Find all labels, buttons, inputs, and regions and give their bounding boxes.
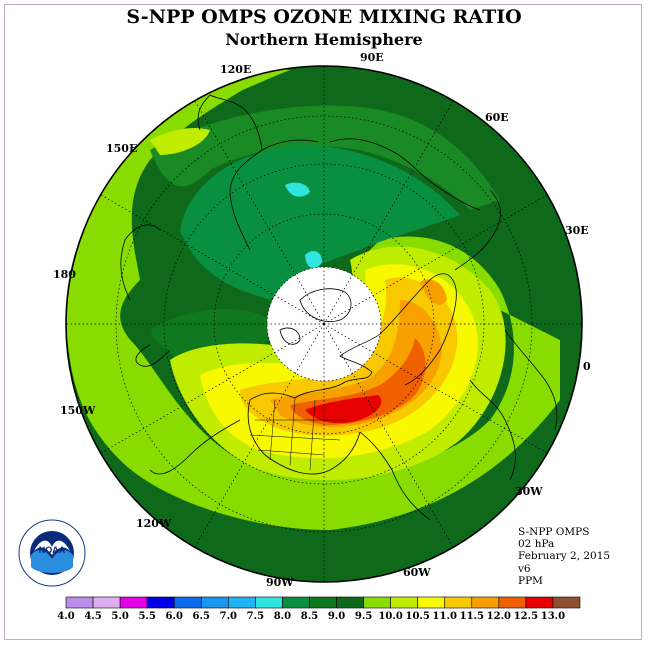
colorbar-swatch: [65, 596, 94, 609]
map-boundary: [65, 65, 583, 583]
info-instrument: S-NPP OMPS: [518, 526, 590, 538]
info-block: S-NPP OMPS 02 hPa February 2, 2015 v6 PP…: [518, 526, 610, 587]
colorbar-swatch: [336, 596, 364, 609]
map-subtitle: Northern Hemisphere: [225, 30, 423, 49]
colorbar-tick-label: 5.5: [138, 611, 155, 622]
colorbar-swatch: [417, 596, 446, 609]
info-pressure: 02 hPa: [518, 538, 555, 551]
colorbar-tick-label: 6.0: [166, 611, 183, 622]
colorbar-tick-label: 11.0: [433, 611, 457, 622]
lon-label-150e: 150E: [106, 142, 137, 155]
noaa-logo-text: NOAA: [39, 545, 66, 555]
contour-10-0-north: [150, 128, 210, 155]
lon-label-30e: 30E: [565, 224, 589, 237]
contour-8-0: [180, 145, 460, 300]
info-date: February 2, 2015: [518, 550, 611, 563]
colorbar-swatch: [363, 596, 391, 609]
lon-label-0: 0: [583, 360, 591, 373]
colorbar-swatch: [498, 596, 527, 609]
lon-label-120w: 120W: [136, 517, 172, 530]
lon-label-90w: 90W: [266, 576, 294, 589]
contour-11-5-east: [420, 279, 447, 305]
lon-label-60w: 60W: [403, 566, 431, 579]
lon-label-60e: 60E: [485, 111, 509, 124]
colorbar-swatch: [228, 596, 256, 609]
colorbar-ticks: 4.0 4.5 5.0 5.5 6.0 6.5 7.0 7.5 8.0 8.5 9.0 9.5 10.0…: [57, 611, 565, 622]
colorbar-swatch: [119, 596, 148, 609]
contour-8-5-north: [150, 105, 500, 210]
colorbar-tick-label: 8.0: [274, 611, 291, 622]
colorbar-tick-label: 10.0: [378, 611, 402, 622]
colorbar-swatch: [92, 596, 121, 609]
contour-7-5-b: [305, 250, 322, 269]
colorbar-swatch: [390, 596, 418, 609]
colorbar-swatch: [200, 596, 229, 609]
colorbar-tick-label: 8.5: [301, 611, 318, 622]
colorbar-tick-label: 7.5: [247, 611, 264, 622]
lon-label-30w: 30W: [515, 485, 543, 498]
colorbar-swatch: [471, 596, 500, 609]
colorbar-tick-label: 12.5: [514, 611, 538, 622]
colorbar-tick-label: 9.0: [328, 611, 345, 622]
colorbar-tick-label: 4.0: [57, 611, 74, 622]
lon-label-120e: 120E: [220, 63, 251, 76]
colorbar-tick-label: 5.0: [111, 611, 128, 622]
colorbar-swatch: [146, 596, 175, 609]
colorbar-swatch: [309, 596, 337, 609]
info-units: PPM: [518, 574, 543, 587]
colorbar-tick-label: 12.0: [487, 611, 511, 622]
colorbar-swatch: [255, 596, 283, 609]
colorbar-tick-label: 10.5: [406, 611, 430, 622]
lon-label-180: 180: [53, 268, 76, 281]
noaa-logo-icon: NOAA: [18, 519, 86, 587]
coastlines: [120, 94, 558, 521]
colorbar-swatches: [65, 596, 581, 609]
colorbar-swatch: [444, 596, 473, 609]
colorbar-swatch: [282, 596, 310, 609]
colorbar-tick-label: 13.0: [541, 611, 565, 622]
map-title: S-NPP OMPS OZONE MIXING RATIO: [126, 6, 522, 28]
colorbar-tick-label: 7.0: [220, 611, 237, 622]
colorbar-tick-label: 6.5: [193, 611, 210, 622]
colorbar-swatch: [525, 596, 554, 609]
lon-label-150w: 150W: [60, 404, 96, 417]
colorbar-tick-label: 9.5: [355, 611, 372, 622]
political-boundaries: [249, 397, 345, 471]
figure-frame: [4, 4, 642, 640]
colorbar-swatch: [173, 596, 202, 609]
lon-label-90e: 90E: [360, 51, 384, 64]
colorbar-swatch: [552, 596, 581, 609]
contour-7-5-a: [285, 182, 310, 197]
contour-12-0: [290, 338, 426, 425]
colorbar-tick-label: 11.5: [460, 611, 484, 622]
colorbar-tick-label: 4.5: [84, 611, 101, 622]
info-version: v6: [518, 562, 531, 575]
